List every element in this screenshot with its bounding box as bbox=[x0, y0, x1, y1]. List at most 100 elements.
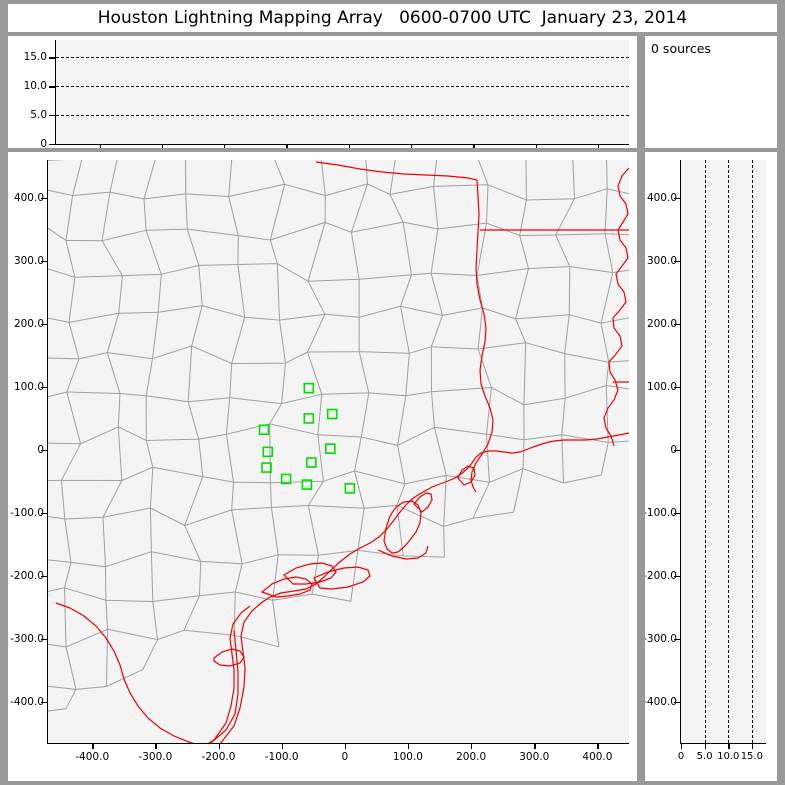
x-tick bbox=[728, 743, 730, 749]
y-tick bbox=[674, 575, 681, 578]
lma-station-marker[interactable] bbox=[258, 424, 270, 436]
coastline-segment-10 bbox=[457, 465, 476, 486]
y-tick-label: 300.0 bbox=[13, 254, 44, 267]
x-tick bbox=[286, 144, 288, 148]
y-tick bbox=[41, 323, 48, 326]
x-tick-label: 15.0 bbox=[740, 751, 763, 762]
y-tick-label: -400.0 bbox=[645, 696, 677, 709]
x-tick bbox=[348, 144, 351, 148]
y-tick-label: 400.0 bbox=[646, 191, 677, 204]
coastline-segment-2 bbox=[207, 629, 239, 743]
lma-station-marker[interactable] bbox=[326, 408, 338, 420]
lma-station-marker[interactable] bbox=[306, 457, 317, 468]
lma-station-marker[interactable] bbox=[303, 413, 315, 424]
gridline-y bbox=[56, 115, 629, 117]
lma-station-marker[interactable] bbox=[344, 483, 356, 494]
y-tick bbox=[49, 57, 56, 59]
y-tick-label: 400.0 bbox=[13, 191, 44, 204]
y-axis-line bbox=[47, 160, 49, 743]
x-axis-line bbox=[55, 144, 629, 146]
x-tick bbox=[218, 743, 220, 749]
lma-station-marker[interactable] bbox=[261, 462, 272, 473]
y-tick-label: 300.0 bbox=[646, 254, 677, 267]
x-tick bbox=[161, 144, 164, 148]
lma-station-marker[interactable] bbox=[303, 382, 315, 394]
coastline-segment-8 bbox=[377, 545, 429, 560]
state-border-segment-1 bbox=[470, 179, 494, 493]
x-tick bbox=[681, 743, 683, 749]
lma-station-marker[interactable] bbox=[324, 443, 336, 454]
gridline-y bbox=[56, 57, 629, 59]
y-tick bbox=[674, 260, 681, 263]
y-tick bbox=[41, 449, 48, 452]
x-tick bbox=[751, 743, 754, 749]
y-tick bbox=[41, 575, 48, 578]
y-tick bbox=[674, 449, 681, 452]
source-count-panel: 0 sources bbox=[645, 36, 777, 148]
lma-station-marker[interactable] bbox=[301, 479, 313, 490]
y-tick bbox=[674, 323, 681, 326]
y-tick bbox=[674, 639, 681, 641]
x-axis-line bbox=[680, 743, 766, 745]
altitude-east-west-plot-area[interactable] bbox=[56, 40, 629, 144]
y-tick-label: 0 bbox=[37, 443, 44, 456]
lma-station-marker[interactable] bbox=[280, 473, 292, 485]
y-tick bbox=[674, 386, 681, 389]
coastline bbox=[207, 432, 629, 743]
x-tick bbox=[411, 144, 413, 148]
map-geography bbox=[48, 160, 629, 743]
coastline-segment-1 bbox=[207, 605, 251, 743]
x-tick-label: 400.0 bbox=[582, 751, 613, 763]
x-tick-label: -400.0 bbox=[75, 751, 110, 763]
y-axis-line bbox=[680, 160, 682, 743]
state-boundaries bbox=[55, 161, 629, 743]
altitude-north-south-panel: -400.0 -300.0 -200.0 -100.0 0 100.0 200.0 300.0… bbox=[645, 152, 777, 781]
coastline-segment-0 bbox=[220, 432, 629, 743]
y-tick-label: -200.0 bbox=[10, 569, 44, 582]
x-tick bbox=[534, 743, 536, 749]
x-tick bbox=[597, 144, 600, 148]
y-tick-label: 100.0 bbox=[646, 380, 677, 393]
x-tick bbox=[471, 743, 473, 749]
county-boundaries bbox=[48, 160, 629, 712]
altitude-east-west-panel: 05.010.015.0-400.0-300.0-200.0-100.00100… bbox=[8, 36, 637, 148]
y-tick-label: 0 bbox=[40, 138, 47, 148]
y-tick-label: 5.0 bbox=[30, 109, 47, 122]
gridline-x bbox=[704, 160, 706, 743]
page-title: Houston Lightning Mapping Array 0600-070… bbox=[97, 8, 688, 28]
x-tick bbox=[155, 743, 157, 749]
x-tick bbox=[224, 144, 226, 148]
x-tick-label: -300.0 bbox=[138, 751, 173, 763]
x-tick-label: 300.0 bbox=[519, 751, 550, 763]
plan-view-plot-area[interactable] bbox=[48, 160, 629, 743]
y-tick bbox=[41, 639, 48, 641]
gridline-x bbox=[751, 160, 753, 743]
x-tick-label: 5.0 bbox=[696, 751, 713, 762]
y-tick-label: 15.0 bbox=[23, 51, 47, 64]
y-tick-label: -200.0 bbox=[645, 569, 677, 582]
y-tick-label: -100.0 bbox=[10, 506, 44, 519]
y-tick bbox=[674, 512, 681, 515]
y-tick-label: -300.0 bbox=[10, 633, 44, 645]
x-tick bbox=[407, 743, 410, 749]
gridline-x bbox=[728, 160, 730, 743]
y-tick-label: -300.0 bbox=[645, 633, 677, 645]
y-tick bbox=[41, 512, 48, 515]
lma-station-marker[interactable] bbox=[262, 446, 274, 458]
y-axis-line bbox=[55, 40, 57, 144]
y-tick bbox=[49, 115, 56, 117]
state-border-segment-2 bbox=[315, 161, 478, 181]
y-tick-label: 100.0 bbox=[13, 380, 44, 393]
altitude-north-south-plot-area[interactable] bbox=[681, 160, 766, 743]
state-border-segment-5 bbox=[603, 167, 629, 447]
lma-station-markers bbox=[258, 382, 356, 494]
y-tick-label: -100.0 bbox=[645, 506, 677, 519]
x-tick-label: 200.0 bbox=[456, 751, 487, 763]
y-tick bbox=[41, 260, 48, 263]
x-tick-label: 0 bbox=[677, 751, 685, 762]
y-tick bbox=[49, 86, 56, 88]
x-tick bbox=[99, 144, 101, 148]
x-tick bbox=[535, 144, 537, 148]
x-tick bbox=[597, 743, 599, 749]
